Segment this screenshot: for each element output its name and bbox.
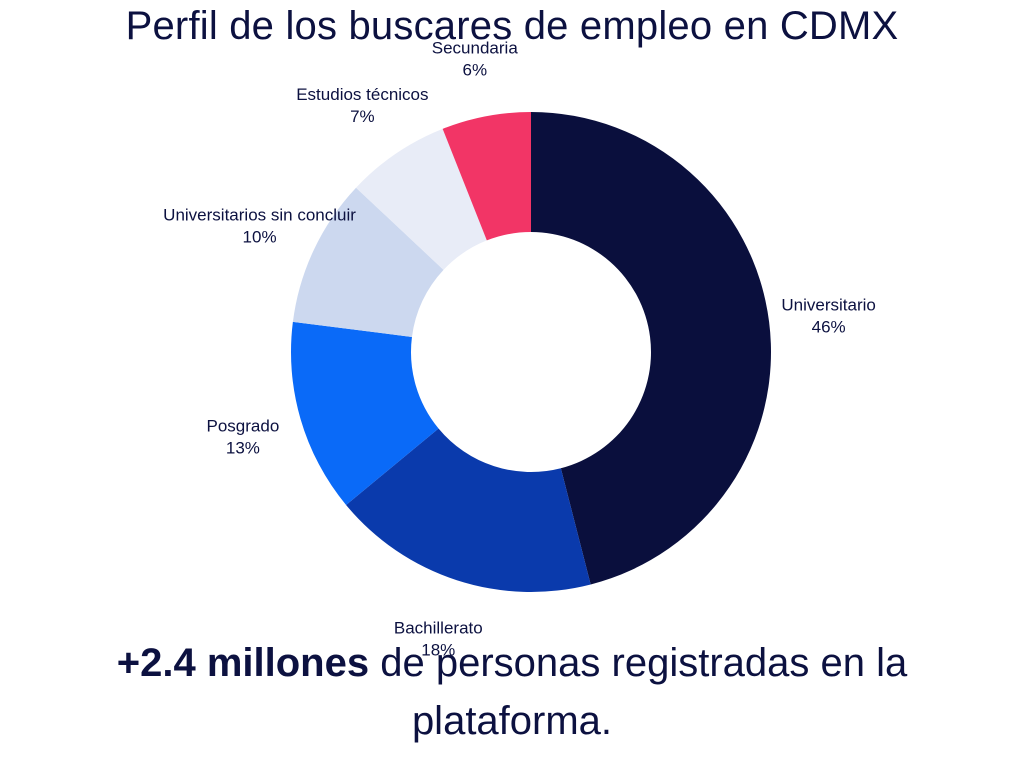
slice-secundaria xyxy=(442,112,531,241)
slice-universitarios-sin-concluir xyxy=(292,187,444,337)
category-label: Estudios técnicos xyxy=(296,85,428,104)
footer-highlight: +2.4 millones xyxy=(116,641,370,685)
slice-label-universitario: Universitario 46% xyxy=(781,295,875,336)
slice-estudios-tecnicos xyxy=(356,128,487,270)
value-label: 13% xyxy=(226,439,260,458)
slice-label-posgrado: Posgrado 13% xyxy=(207,417,280,458)
category-label: Secundaria xyxy=(432,38,519,57)
value-label: 46% xyxy=(812,317,846,336)
slice-label-secundaria: Secundaria 6% xyxy=(432,38,519,79)
slice-bachillerato xyxy=(346,428,591,592)
value-label: 7% xyxy=(350,107,375,126)
chart-title: Perfil de los buscares de empleo en CDMX xyxy=(125,4,899,48)
value-label: 6% xyxy=(462,60,487,79)
category-label: Universitario xyxy=(781,295,875,314)
category-label: Posgrado xyxy=(207,417,280,436)
category-label: Universitarios sin concluir xyxy=(163,205,356,224)
slice-universitario xyxy=(531,111,772,585)
slice-posgrado xyxy=(291,321,439,505)
slice-label-bachillerato: Bachillerato 18% xyxy=(394,618,483,659)
donut-slices xyxy=(291,111,772,592)
category-label: Bachillerato xyxy=(394,618,483,637)
footer-text: de personas registradas en la plataforma… xyxy=(380,641,908,743)
slice-label-estudios-tecnicos: Estudios técnicos 7% xyxy=(296,85,428,126)
value-label: 18% xyxy=(421,640,455,659)
value-label: 10% xyxy=(243,227,277,246)
slice-labels: Universitario 46% Bachillerato 18% Posgrado 1… xyxy=(163,38,876,659)
footer-caption: +2.4 millones de personas registradas en… xyxy=(40,634,984,750)
slice-label-universitarios-sin-concluir: Universitarios sin concluir 10% xyxy=(163,205,356,246)
